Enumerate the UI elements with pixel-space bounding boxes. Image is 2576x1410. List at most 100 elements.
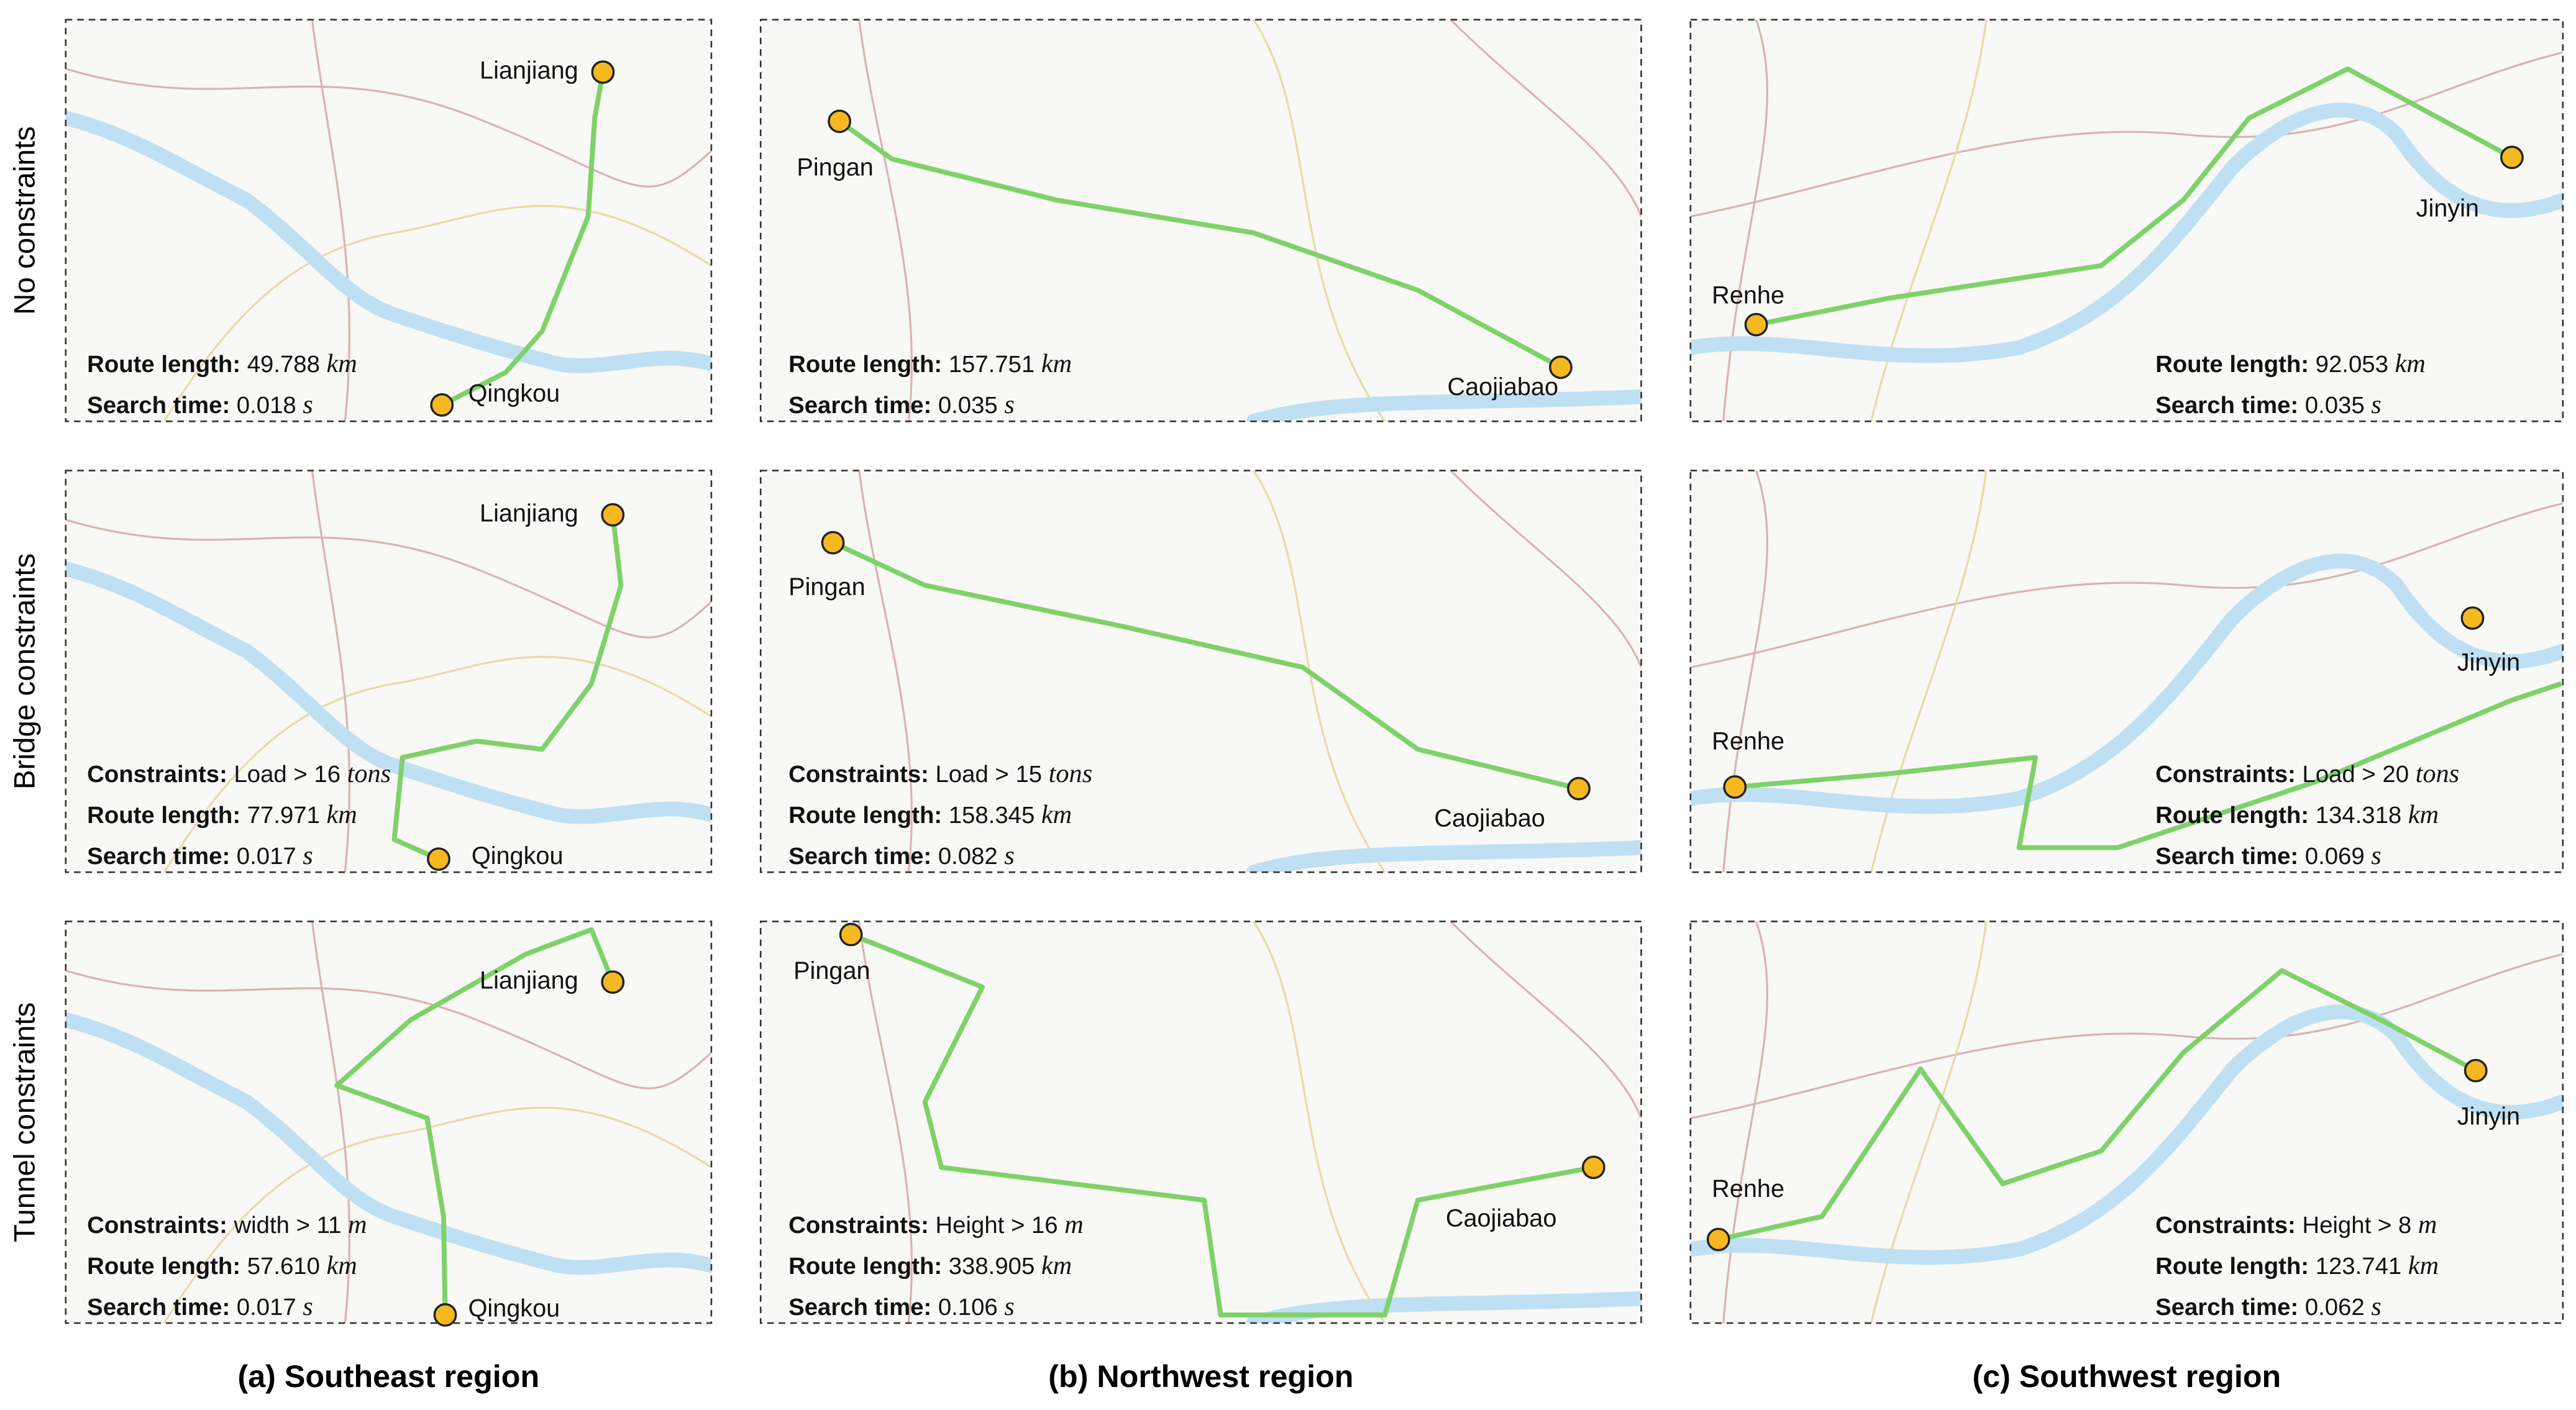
stat-line: Search time: 0.035 s: [788, 390, 1015, 419]
stat-line: Route length: 158.345 km: [788, 800, 1072, 829]
river: [1690, 102, 2563, 363]
row-label: No constraints: [8, 126, 41, 315]
map-background: [760, 921, 1642, 1324]
start-marker: [839, 922, 863, 947]
stat-line: Route length: 77.971 km: [87, 800, 357, 829]
road: [1253, 19, 1386, 422]
stat-line: Constraints: Load > 16 tons: [87, 759, 391, 788]
stat-line: Route length: 157.751 km: [788, 349, 1072, 378]
end-label: Jinyin: [2457, 649, 2520, 676]
stat-value: Load > 15: [936, 761, 1043, 788]
stat-label: Search time:: [788, 1294, 931, 1321]
stat-unit: s: [303, 1292, 313, 1321]
map-panel: Lianjiang Qingkou Route length: 49.788 km Sea…: [65, 19, 713, 422]
stat-value: 0.035: [938, 392, 998, 419]
stat-label: Search time:: [2155, 1294, 2298, 1321]
stat-label: Constraints:: [788, 1212, 929, 1239]
route: [391, 514, 624, 862]
start-marker: [821, 530, 845, 555]
stat-label: Search time:: [788, 843, 931, 870]
road: [858, 19, 913, 422]
stat-line: Constraints: Height > 16 m: [788, 1210, 1084, 1239]
stat-unit: km: [1041, 1251, 1072, 1280]
stat-line: Route length: 57.610 km: [87, 1251, 357, 1280]
stat-unit: tons: [2416, 759, 2459, 788]
end-label: Qingkou: [468, 380, 560, 407]
column-caption: (a) Southeast region: [238, 1359, 540, 1394]
stat-unit: km: [2408, 800, 2439, 829]
road: [1690, 502, 2563, 668]
stat-value: Height > 16: [936, 1212, 1058, 1239]
stat-line: Search time: 0.017 s: [87, 1292, 313, 1321]
map-background: [65, 470, 711, 873]
start-label: Pingan: [797, 153, 873, 181]
stat-unit: km: [2395, 349, 2425, 378]
route: [441, 71, 606, 407]
river: [1246, 389, 1642, 422]
stat-label: Search time:: [87, 843, 230, 870]
panel-border: [759, 921, 1642, 1324]
route: [838, 119, 1562, 370]
road: [1870, 921, 1988, 1324]
stat-unit: km: [1041, 800, 1072, 829]
column-caption: (b) Northwest region: [1048, 1359, 1353, 1394]
stat-line: Search time: 0.082 s: [788, 841, 1015, 870]
end-marker: [2464, 1058, 2488, 1083]
map-panel: Renhe Jinyin Constraints: Height > 8 m Route …: [1689, 921, 2564, 1324]
road: [1870, 470, 1988, 873]
stat-line: Search time: 0.017 s: [87, 841, 313, 870]
stat-line: Route length: 134.318 km: [2155, 800, 2439, 829]
stat-value: 0.106: [938, 1294, 998, 1321]
stat-value: 57.610: [247, 1253, 320, 1280]
map-panel: Renhe Jinyin Constraints: Load > 20 tons Rout…: [1689, 470, 2564, 873]
stat-value: Height > 8: [2302, 1212, 2411, 1239]
column-caption: (c) Southwest region: [1972, 1359, 2281, 1394]
road: [1253, 921, 1386, 1324]
river: [65, 1012, 711, 1275]
stat-unit: km: [1041, 349, 1072, 378]
stat-value: 77.971: [247, 802, 320, 829]
start-marker: [591, 60, 615, 84]
stat-unit: km: [327, 1251, 357, 1280]
start-marker: [1744, 312, 1768, 337]
start-label: Pingan: [793, 957, 870, 985]
river: [1690, 553, 2563, 814]
start-label: Renhe: [1712, 727, 1784, 755]
start-label: Lianjiang: [480, 499, 578, 527]
stat-value: 0.018: [237, 392, 296, 419]
map: [65, 19, 711, 422]
route: [850, 932, 1594, 1317]
row-label: Bridge constraints: [8, 553, 41, 789]
route: [334, 927, 615, 1315]
end-marker: [1581, 1155, 1605, 1180]
stat-value: Load > 20: [2302, 761, 2409, 788]
start-label: Pingan: [788, 573, 865, 601]
stat-value: Load > 16: [234, 761, 340, 788]
stat-label: Search time:: [87, 392, 230, 419]
start-label: Renhe: [1712, 1175, 1784, 1203]
road: [1450, 19, 1642, 217]
stat-unit: m: [1064, 1210, 1084, 1239]
stat-unit: s: [2371, 1292, 2381, 1321]
map: [760, 470, 1642, 873]
panel-border: [65, 470, 713, 873]
row-label: Tunnel constraints: [8, 1003, 41, 1242]
end-marker: [2500, 145, 2524, 170]
stat-line: Search time: 0.106 s: [788, 1292, 1015, 1321]
road: [1870, 19, 1988, 422]
end-marker: [1567, 776, 1591, 801]
end-label: Caojiabao: [1446, 1204, 1557, 1232]
road: [65, 68, 711, 188]
river: [65, 111, 711, 373]
stat-label: Route length:: [87, 351, 240, 378]
map: [1690, 470, 2563, 873]
end-marker: [430, 393, 454, 417]
stat-label: Search time:: [788, 392, 931, 419]
stat-line: Route length: 92.053 km: [2155, 349, 2426, 378]
stat-label: Constraints:: [788, 761, 929, 788]
stat-unit: s: [303, 841, 313, 870]
panel-border: [759, 19, 1642, 422]
road: [858, 921, 913, 1324]
start-marker: [1706, 1227, 1730, 1252]
